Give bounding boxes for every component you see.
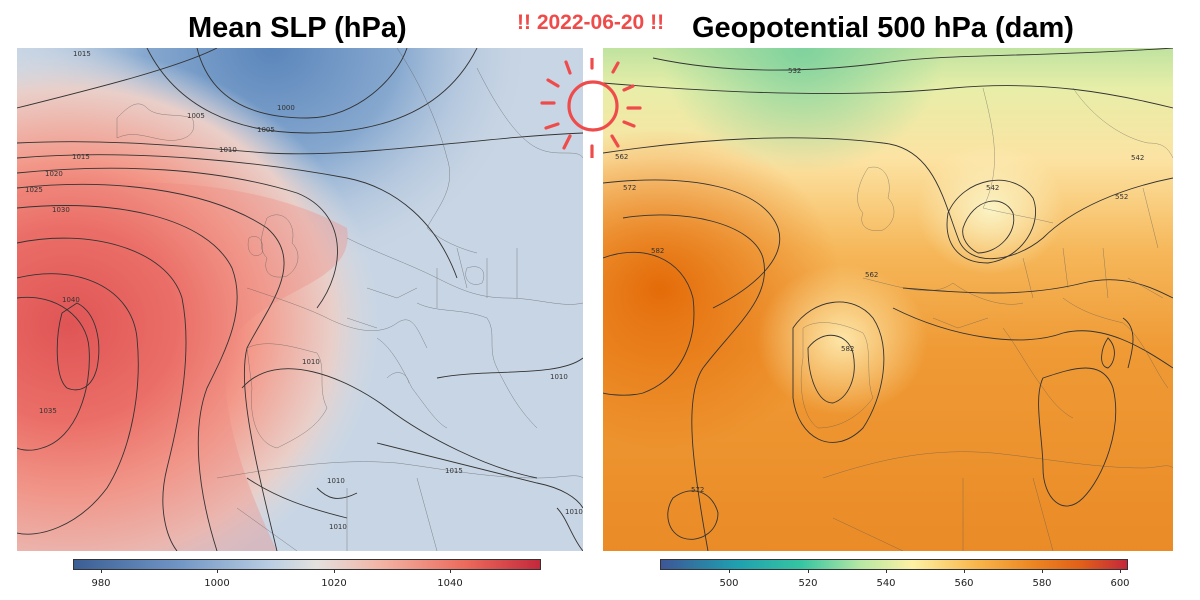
z500-contour-label: 582	[651, 247, 664, 255]
z500-colorbar-tick	[808, 569, 809, 573]
z500-colorbar-tick	[886, 569, 887, 573]
slp-contour-label: 1000	[277, 104, 295, 112]
z500-contour-label: 542	[986, 184, 999, 192]
slp-colorbar-label: 1020	[321, 578, 347, 589]
slp-contour-label: 1015	[72, 153, 90, 161]
slp-coastlines	[116, 48, 583, 551]
z500-colorbar-label: 520	[798, 578, 818, 589]
slp-map: 1015 1000 1005 1005 1010 1015 1020 1025 …	[17, 48, 583, 551]
z500-contour-label: 542	[1131, 154, 1144, 162]
sun-icon	[540, 58, 642, 158]
z500-contour-label: 582	[841, 345, 854, 353]
date-label: !! 2022-06-20 !!	[517, 11, 665, 34]
slp-colorbar-label: 980	[91, 578, 111, 589]
slp-contour-label: 1015	[445, 467, 463, 475]
z500-contour-label: 562	[615, 153, 628, 161]
z500-colorbar-tick	[1120, 569, 1121, 573]
z500-panel-title: Geopotential 500 hPa (dam)	[692, 12, 1074, 44]
slp-contour-label: 1005	[187, 112, 205, 120]
z500-contour-label: 572	[691, 486, 704, 494]
z500-coastlines	[800, 87, 1173, 551]
slp-colorbar-tick	[334, 569, 335, 573]
slp-contour-label: 1005	[257, 126, 275, 134]
slp-contour-label: 1030	[52, 206, 70, 214]
z500-contour-label: 552	[1115, 193, 1128, 201]
slp-isobars	[17, 48, 583, 551]
z500-colorbar-tick	[1042, 569, 1043, 573]
slp-contour-label: 1035	[39, 407, 57, 415]
slp-colorbar-label: 1000	[204, 578, 230, 589]
z500-isohypses	[603, 48, 1173, 551]
slp-contour-label: 1010	[550, 373, 568, 381]
z500-contour-label: 572	[623, 184, 636, 192]
slp-contour-label: 1010	[329, 523, 347, 531]
slp-colorbar-tick	[450, 569, 451, 573]
slp-contour-label: 1010	[302, 358, 320, 366]
slp-high-area	[17, 48, 583, 551]
slp-contour-label: 1010	[219, 146, 237, 154]
slp-colorbar-label: 1040	[437, 578, 463, 589]
slp-colorbar-tick	[101, 569, 102, 573]
z500-colorbar	[660, 559, 1128, 570]
z500-colorbar-label: 500	[719, 578, 739, 589]
slp-colorbar	[73, 559, 541, 570]
z500-contour-label: 532	[788, 67, 801, 75]
z500-colorbar-tick	[729, 569, 730, 573]
z500-low-area	[603, 48, 1173, 551]
slp-contour-label: 1025	[25, 186, 43, 194]
slp-panel-title: Mean SLP (hPa)	[188, 12, 407, 44]
z500-map: 532 562 572 582 542 552 562 582 572 542	[603, 48, 1173, 551]
slp-contour-label: 1010	[565, 508, 583, 516]
z500-colorbar-label: 540	[876, 578, 896, 589]
z500-colorbar-label: 600	[1110, 578, 1130, 589]
slp-contour-label: 1020	[45, 170, 63, 178]
z500-colorbar-label: 580	[1032, 578, 1052, 589]
z500-contour-label: 562	[865, 271, 878, 279]
slp-colorbar-tick	[217, 569, 218, 573]
slp-contour-label: 1015	[73, 50, 91, 58]
slp-contour-label: 1010	[327, 477, 345, 485]
z500-colorbar-tick	[964, 569, 965, 573]
z500-colorbar-label: 560	[954, 578, 974, 589]
slp-ridge-shade	[17, 182, 348, 551]
slp-contour-label: 1040	[62, 296, 80, 304]
